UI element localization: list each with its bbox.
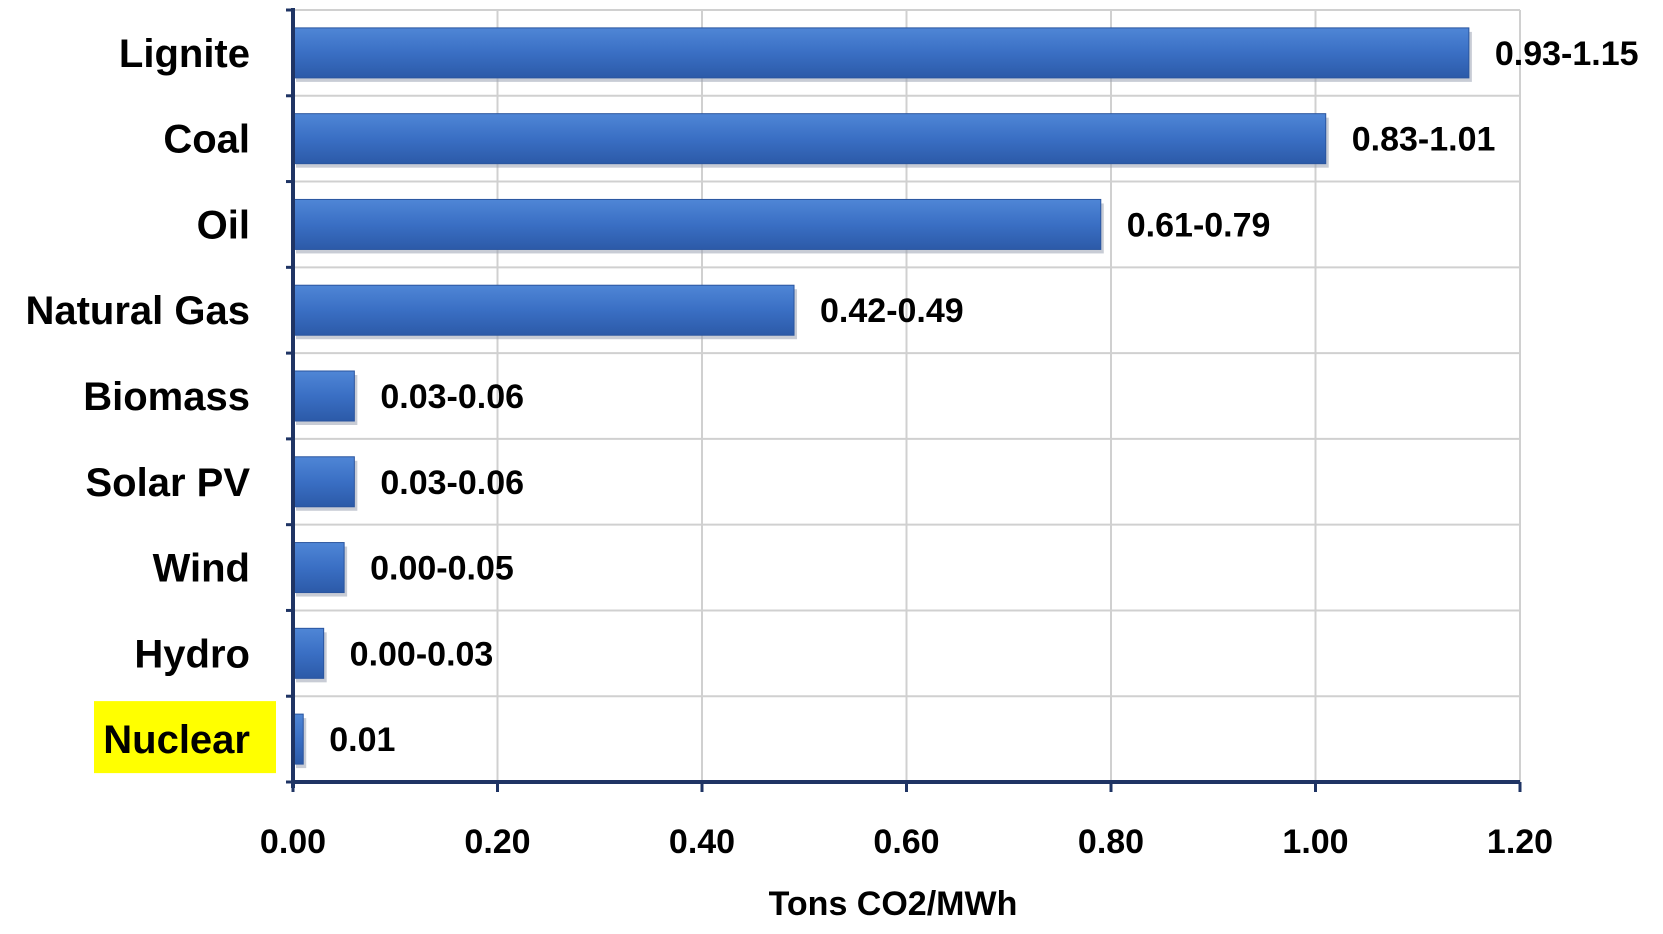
bar-natural-gas (292, 284, 795, 336)
axes (286, 8, 1522, 792)
x-tick-label: 0.80 (1078, 823, 1144, 861)
data-label: 0.42-0.49 (820, 292, 964, 330)
category-label: Oil (197, 203, 250, 247)
category-label: Natural Gas (25, 289, 250, 333)
bar-solar-pv (292, 456, 355, 508)
data-label: 0.61-0.79 (1127, 206, 1271, 244)
bar-hydro (292, 627, 325, 679)
category-label: Nuclear (103, 718, 250, 762)
category-label: Biomass (83, 375, 250, 419)
x-tick-label: 0.00 (260, 823, 326, 861)
data-label: 0.83-1.01 (1352, 121, 1496, 159)
bar-lignite (292, 27, 1470, 79)
x-tick-label: 1.00 (1282, 823, 1348, 861)
highlight-box (94, 701, 276, 774)
x-tick-label: 1.20 (1487, 823, 1553, 861)
labels: Lignite 0.93-1.15 Coal 0.83-1.01 Oil 0.61-0.7… (25, 32, 1638, 861)
category-label: Solar PV (85, 461, 250, 505)
x-tick-label: 0.20 (464, 823, 530, 861)
data-label: 0.03-0.06 (380, 378, 524, 416)
data-label: 0.00-0.05 (370, 550, 514, 588)
category-label: Wind (153, 547, 250, 591)
bar-oil (292, 198, 1102, 250)
category-label: Lignite (119, 32, 250, 76)
x-tick-label: 0.40 (669, 823, 735, 861)
category-label: Coal (163, 118, 250, 162)
x-tick-label: 0.60 (873, 823, 939, 861)
data-label: 0.00-0.03 (350, 635, 494, 673)
bars (292, 27, 1472, 769)
data-label: 0.01 (329, 721, 395, 759)
bar-coal (292, 113, 1327, 165)
bar-biomass (292, 370, 355, 422)
highlight-layer (94, 701, 276, 774)
x-axis-title: Tons CO2/MWh (769, 885, 1018, 923)
category-label: Hydro (134, 632, 250, 676)
data-label: 0.93-1.15 (1495, 35, 1639, 73)
gridlines (293, 9, 1521, 783)
bar-wind (292, 542, 345, 594)
data-label: 0.03-0.06 (380, 464, 524, 502)
